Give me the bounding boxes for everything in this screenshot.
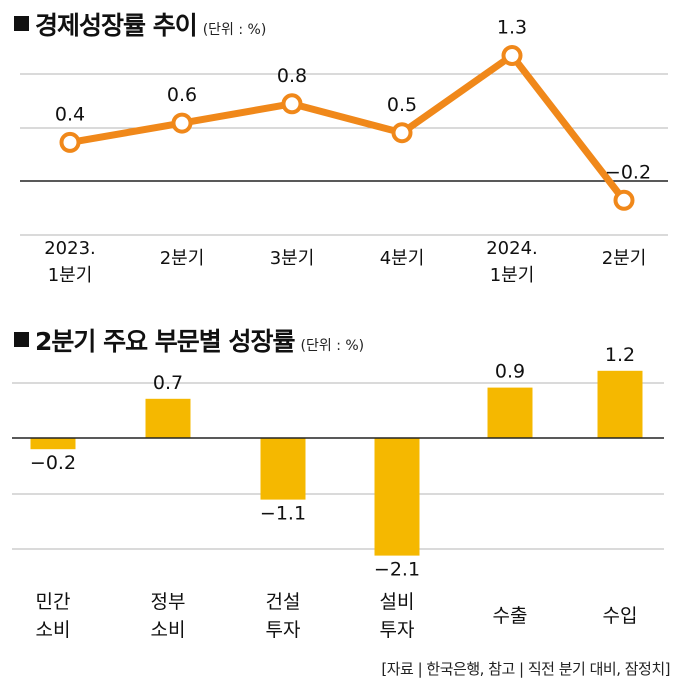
bar-value-label: 1.2	[605, 344, 635, 366]
bar-value-label: 0.7	[153, 372, 183, 394]
line-point	[391, 122, 413, 144]
line-point	[59, 131, 81, 153]
line-chart-unit: (단위 : %)	[202, 22, 267, 38]
line-category-label: 2024. 1분기	[486, 238, 538, 286]
title-square-icon	[14, 16, 29, 31]
bar	[487, 387, 533, 438]
line-category-label: 2분기	[160, 248, 205, 269]
line-value-label: 0.5	[387, 94, 417, 116]
bar-category-label: 건설 투자	[266, 591, 301, 641]
line-category-label: 2023. 1분기	[44, 238, 96, 286]
line-value-label: 1.3	[497, 17, 527, 39]
bar-category-label: 민간 소비	[36, 591, 71, 641]
line-value-label: 0.8	[277, 65, 307, 87]
line-point	[613, 189, 635, 211]
bar	[597, 370, 643, 438]
title-square-icon	[14, 332, 29, 347]
bar-value-label: −0.2	[30, 452, 76, 474]
bar-chart-title: 2분기 주요 부문별 성장률 (단위 : %)	[14, 322, 364, 358]
bar	[30, 438, 76, 450]
line-category-label: 4분기	[380, 248, 425, 269]
line-chart-title-text: 경제성장률 추이	[35, 11, 198, 40]
bar-category-label: 정부 소비	[151, 591, 186, 641]
line-point	[501, 45, 523, 67]
line-value-label: 0.4	[55, 103, 85, 125]
bar-value-label: −1.1	[260, 503, 306, 525]
bar	[374, 438, 420, 556]
source-note: [자료 | 한국은행, 참고 | 직전 분기 대비, 잠정치]	[381, 660, 670, 678]
line-value-label: 0.6	[167, 84, 197, 106]
line-value-label: −0.2	[605, 161, 651, 183]
bar-value-label: −2.1	[374, 559, 420, 581]
bar-category-label: 수입	[603, 605, 638, 627]
line-category-label: 3분기	[270, 248, 315, 269]
line-category-label: 2분기	[602, 248, 647, 269]
bar-category-label: 수출	[493, 605, 528, 627]
bar-chart-title-text: 2분기 주요 부문별 성장률	[35, 327, 296, 356]
bar	[260, 438, 306, 500]
line-chart-title: 경제성장률 추이 (단위 : %)	[14, 6, 266, 42]
bar-value-label: 0.9	[495, 361, 525, 383]
bar-category-label: 설비 투자	[380, 591, 415, 641]
bar	[145, 398, 191, 438]
line-point	[281, 93, 303, 115]
line-point	[171, 112, 193, 134]
growth-rate-line	[66, 52, 628, 204]
bar-chart-unit: (단위 : %)	[300, 338, 365, 354]
